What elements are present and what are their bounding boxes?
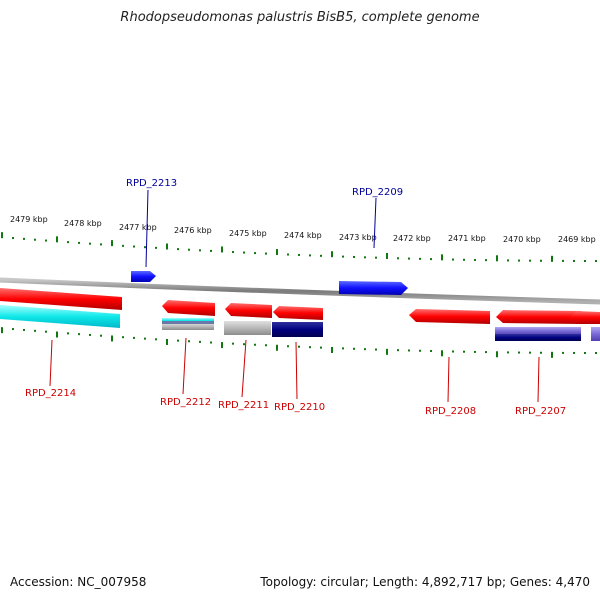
track-grey bbox=[224, 321, 271, 335]
scale-label: 2475 kbp bbox=[229, 229, 267, 238]
track-navy bbox=[272, 322, 323, 337]
gene-label-rpd-2209[interactable]: RPD_2209 bbox=[352, 187, 403, 198]
gene-rpd-2213[interactable] bbox=[131, 271, 156, 282]
inner-scale-ticks bbox=[1, 327, 597, 358]
scale-labels: 2479 kbp 2478 kbp 2477 kbp 2476 kbp 2475… bbox=[10, 215, 596, 244]
gene-rpd-2210[interactable] bbox=[273, 306, 323, 320]
track-grey-small bbox=[162, 323, 214, 330]
gene-label-rpd-2207[interactable]: RPD_2207 bbox=[515, 406, 566, 417]
track-slate-small bbox=[162, 321, 214, 324]
callout-line-rpd-2210 bbox=[295, 341, 298, 400]
gene-rpd-2208[interactable] bbox=[409, 309, 490, 324]
gene-label-rpd-2210[interactable]: RPD_2210 bbox=[274, 402, 325, 413]
gene-rpd-2214[interactable] bbox=[0, 288, 122, 310]
callout-line-rpd-2211 bbox=[241, 339, 247, 398]
scale-label: 2473 kbp bbox=[339, 233, 377, 242]
callout-line-rpd-2208 bbox=[447, 356, 450, 403]
scale-label: 2474 kbp bbox=[284, 231, 322, 240]
forward-strand-genes bbox=[131, 271, 408, 295]
gene-label-rpd-2212[interactable]: RPD_2212 bbox=[160, 397, 211, 408]
footer-accession: Accession: NC_007958 bbox=[10, 575, 147, 589]
feature-tracks bbox=[0, 305, 600, 341]
scale-label: 2469 kbp bbox=[558, 235, 596, 244]
gene-label-rpd-2214[interactable]: RPD_2214 bbox=[25, 388, 76, 399]
footer-stats: Topology: circular; Length: 4,892,717 bp… bbox=[260, 575, 590, 589]
scale-label: 2479 kbp bbox=[10, 215, 48, 224]
callout-line-rpd-2212 bbox=[182, 337, 187, 395]
gene-rpd-2209[interactable] bbox=[339, 281, 408, 295]
scale-label: 2470 kbp bbox=[503, 235, 541, 244]
callout-lines bbox=[49, 189, 540, 403]
scale-label: 2471 kbp bbox=[448, 234, 486, 243]
track-cyan bbox=[0, 305, 120, 328]
gene-label-rpd-2211[interactable]: RPD_2211 bbox=[218, 400, 269, 411]
track-purple bbox=[495, 327, 581, 335]
gene-rpd-2212[interactable] bbox=[162, 300, 215, 316]
track-navy-thin bbox=[495, 334, 581, 341]
gene-label-rpd-2208[interactable]: RPD_2208 bbox=[425, 406, 476, 417]
scale-label: 2472 kbp bbox=[393, 234, 431, 243]
gene-rpd-2207[interactable] bbox=[496, 310, 581, 324]
callout-line-rpd-2207 bbox=[537, 356, 540, 403]
scale-label: 2477 kbp bbox=[119, 223, 157, 232]
gene-rpd-2211[interactable] bbox=[225, 303, 272, 318]
track-cyan-small bbox=[162, 318, 214, 323]
callout-line-rpd-2213 bbox=[145, 189, 149, 268]
callout-line-rpd-2209 bbox=[373, 197, 377, 249]
page-title: Rhodopseudomonas palustris BisB5, comple… bbox=[120, 10, 480, 25]
scale-label: 2478 kbp bbox=[64, 219, 102, 228]
gene-labels: RPD_2213 RPD_2209 RPD_2214 RPD_2212 RPD_… bbox=[25, 178, 566, 417]
genome-backbone bbox=[0, 277, 600, 305]
reverse-strand-genes bbox=[0, 288, 600, 324]
gene-label-rpd-2213[interactable]: RPD_2213 bbox=[126, 178, 177, 189]
gene-partial-right[interactable] bbox=[570, 311, 600, 324]
callout-line-rpd-2214 bbox=[49, 339, 53, 387]
scale-label: 2476 kbp bbox=[174, 226, 212, 235]
track-purple-right bbox=[591, 327, 600, 341]
outer-scale-ticks bbox=[1, 232, 597, 262]
